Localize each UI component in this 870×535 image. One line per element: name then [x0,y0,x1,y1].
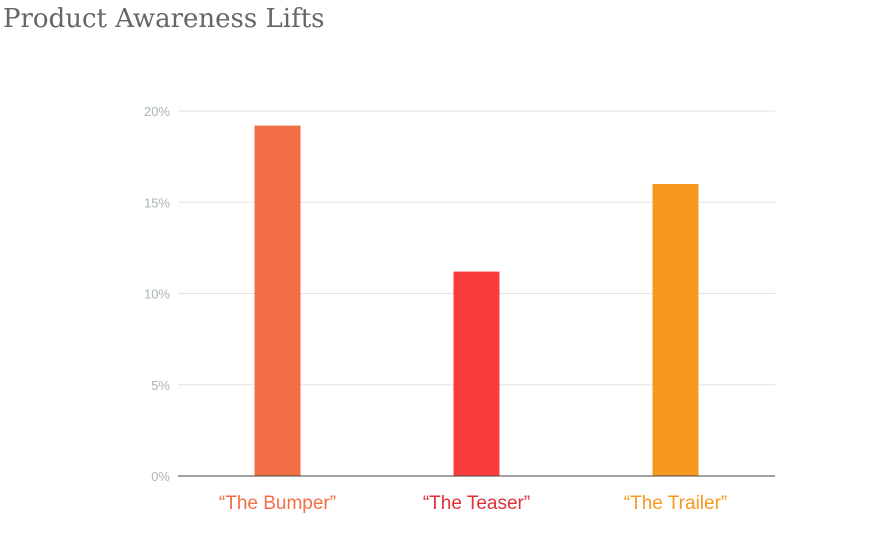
bar-2 [453,271,500,476]
x-category-label: “The Teaser” [423,493,530,514]
y-tick-label: 0% [151,469,170,484]
bar-1 [254,125,301,476]
x-category-label: “The Trailer” [624,493,727,514]
x-category-label: “The Bumper” [219,493,336,514]
y-tick-label: 5% [151,378,170,393]
y-tick-label: 20% [144,104,170,119]
y-tick-label: 15% [144,195,170,210]
y-axis-ticks: 0% 5% 10% 15% 20% [144,104,170,484]
chart-title: Product Awareness Lifts [3,4,325,34]
x-axis-labels: “The Bumper” “The Teaser” “The Trailer” [219,493,727,514]
bar-3 [652,184,699,476]
y-tick-label: 10% [144,287,170,302]
bars [254,125,699,476]
